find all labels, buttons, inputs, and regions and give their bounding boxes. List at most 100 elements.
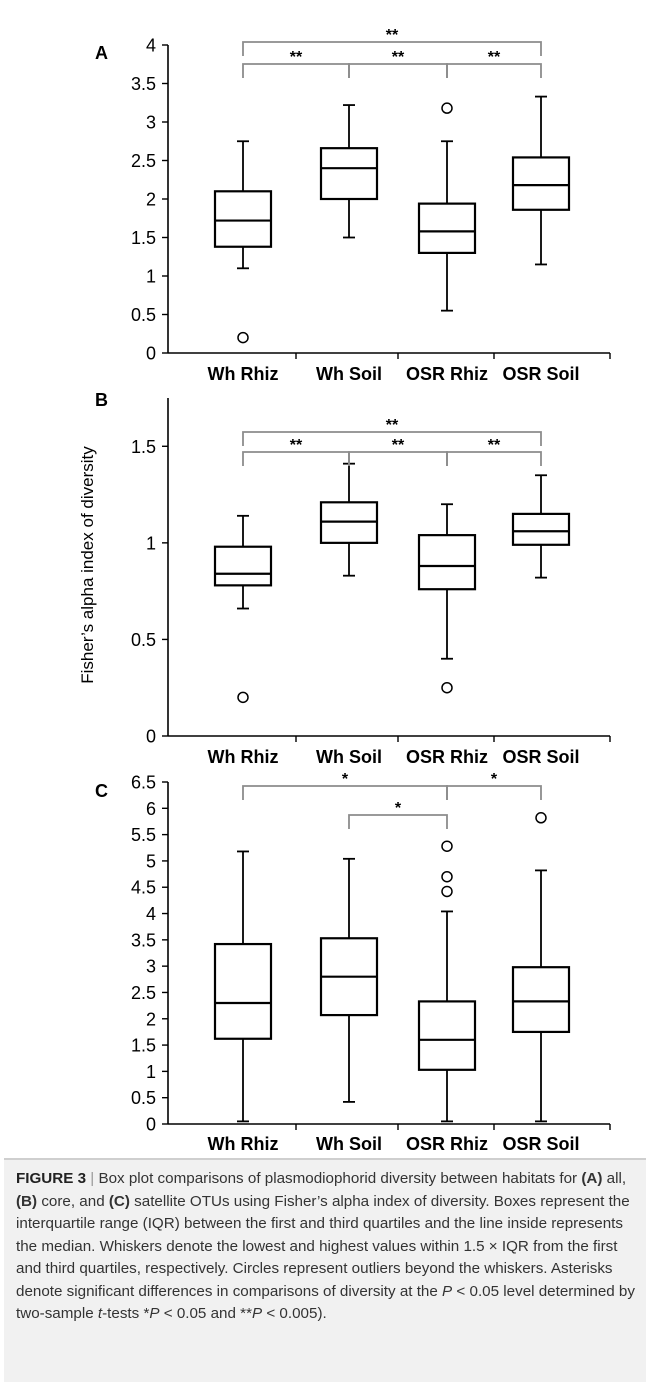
y-tick-label: 1 <box>146 1062 156 1082</box>
significance-bracket <box>242 431 542 446</box>
outlier-point <box>237 331 249 344</box>
x-category-label: Wh Soil <box>316 364 382 384</box>
box-2 <box>319 104 379 239</box>
y-tick-label: 1.5 <box>131 437 156 457</box>
x-category-label: OSR Rhiz <box>406 1134 488 1154</box>
caption-segment: t <box>97 1305 103 1322</box>
box-4 <box>511 812 571 1123</box>
figure-charts: A 0 0.5 1 1.5 2 2.5 3 3.5 4 Wh Rhiz Wh Soil OSR Rhiz… <box>78 27 611 1154</box>
iqr-box <box>213 545 273 587</box>
box-3 <box>417 840 477 1123</box>
significance-bracket <box>446 63 542 78</box>
box-3 <box>417 102 477 312</box>
significance-label: * <box>395 800 402 817</box>
panel-label: B <box>95 390 108 410</box>
caption-segment: all, <box>602 1170 627 1187</box>
caption-segment: (C) <box>108 1192 130 1210</box>
iqr-box <box>511 512 571 546</box>
caption-segment: P <box>149 1305 160 1322</box>
y-tick-label: 0 <box>146 1115 156 1135</box>
y-tick-label: 4 <box>146 36 156 56</box>
significance-bracket <box>446 785 542 800</box>
significance-label: ** <box>290 437 303 454</box>
significance-bracket <box>242 785 448 800</box>
x-category-label: Wh Rhiz <box>208 747 279 767</box>
y-tick-label: 2 <box>146 190 156 210</box>
significance-label: ** <box>392 49 405 66</box>
significance-bracket <box>348 451 448 466</box>
y-tick-label: 3 <box>146 113 156 133</box>
x-category-label: Wh Rhiz <box>208 1134 279 1154</box>
outlier-point <box>441 885 453 898</box>
box-2 <box>319 857 379 1103</box>
y-tick-label: 0.5 <box>131 1088 156 1108</box>
iqr-box <box>511 156 571 211</box>
caption-segment: satellite OTUs using Fisher’s alpha inde… <box>16 1192 630 1300</box>
box-3 <box>417 503 477 694</box>
significance-label: ** <box>488 49 501 66</box>
y-tick-label: 2 <box>146 1009 156 1029</box>
y-tick-label: 0.5 <box>131 630 156 650</box>
y-axis-label: Fisher’s alpha index of diversity <box>78 446 97 684</box>
significance-label: ** <box>488 437 501 454</box>
chart-panel-b: B 0 0.5 1 1.5 Wh Rhiz Wh Soil OSR Rhiz OSR Soil *… <box>78 390 611 767</box>
caption-segment: -tests * <box>102 1305 150 1322</box>
iqr-box <box>417 534 477 591</box>
outlier-point <box>237 691 249 704</box>
caption-segment: core, and <box>37 1192 109 1210</box>
significance-bracket <box>348 63 448 78</box>
significance-bracket <box>348 814 448 829</box>
caption-segment: P <box>442 1282 453 1300</box>
iqr-box <box>511 966 571 1034</box>
iqr-box <box>319 147 379 201</box>
caption-box <box>4 1158 646 1382</box>
y-tick-label: 5.5 <box>131 825 156 845</box>
caption-segment: < 0.005). <box>262 1305 327 1322</box>
y-tick-label: 2.5 <box>131 983 156 1003</box>
x-category-label: OSR Soil <box>502 747 579 767</box>
caption-segment: P <box>251 1305 263 1322</box>
y-tick-label: 4.5 <box>131 878 156 898</box>
caption-body: Box plot comparisons of plasmodiophorid … <box>16 1170 635 1322</box>
significance-bracket <box>242 451 350 466</box>
outlier-point <box>441 840 453 852</box>
significance-bracket <box>446 451 542 466</box>
significance-bracket <box>242 41 542 56</box>
box-4 <box>511 95 571 266</box>
iqr-box <box>417 202 477 254</box>
x-category-label: Wh Soil <box>316 1134 382 1154</box>
chart-panel-a: A 0 0.5 1 1.5 2 2.5 3 3.5 4 Wh Rhiz Wh Soil OSR Rhiz… <box>95 27 611 384</box>
y-tick-label: 2.5 <box>131 151 156 171</box>
box-2 <box>319 462 379 577</box>
y-tick-label: 1.5 <box>131 1036 156 1056</box>
outlier-point <box>441 870 453 883</box>
figure-caption: FIGURE 3 | Box plot comparisons of plasm… <box>16 1168 640 1326</box>
y-tick-label: 0 <box>146 344 156 364</box>
y-tick-label: 4 <box>146 904 156 924</box>
y-tick-label: 3.5 <box>131 930 156 950</box>
panel-label: A <box>95 43 108 63</box>
y-tick-label: 6.5 <box>131 773 156 793</box>
panel-label: C <box>95 781 108 801</box>
caption-separator: | <box>90 1170 95 1187</box>
significance-bracket <box>242 63 350 78</box>
y-tick-label: 1.5 <box>131 228 156 248</box>
significance-label: * <box>491 771 498 788</box>
caption-label: FIGURE 3 <box>16 1170 87 1187</box>
x-category-label: Wh Rhiz <box>208 364 279 384</box>
box-1 <box>213 514 273 704</box>
caption-segment: < 0.05 level determined by two-sample <box>16 1282 635 1323</box>
x-category-label: OSR Rhiz <box>406 364 488 384</box>
significance-label: ** <box>386 417 399 434</box>
y-tick-label: 3.5 <box>131 74 156 94</box>
y-tick-label: 1 <box>146 533 156 553</box>
significance-label: * <box>342 771 349 788</box>
caption-segment: Box plot comparisons of plasmodiophorid … <box>94 1170 582 1187</box>
iqr-box <box>213 942 273 1040</box>
significance-label: ** <box>392 437 405 454</box>
y-tick-label: 6 <box>146 799 156 819</box>
iqr-box <box>213 190 273 248</box>
y-tick-label: 0 <box>146 727 156 747</box>
outlier-point <box>535 812 547 824</box>
y-tick-label: 3 <box>146 957 156 977</box>
